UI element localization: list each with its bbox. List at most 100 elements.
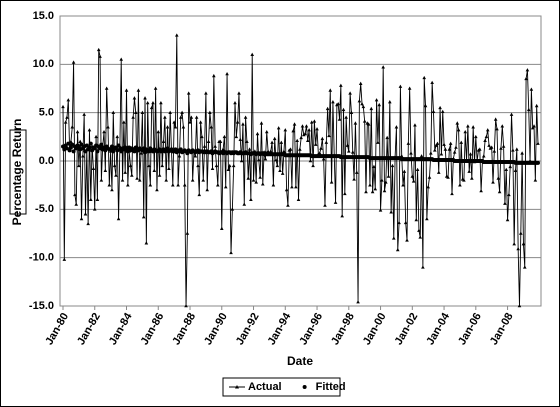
actual-marker bbox=[292, 122, 297, 126]
actual-marker bbox=[71, 60, 76, 64]
actual-marker bbox=[440, 109, 445, 113]
actual-marker bbox=[470, 176, 474, 180]
actual-marker bbox=[468, 152, 473, 156]
actual-marker bbox=[245, 139, 249, 143]
actual-marker bbox=[390, 163, 395, 168]
actual-marker bbox=[311, 163, 315, 168]
actual-marker bbox=[495, 127, 499, 131]
actual-marker bbox=[94, 134, 98, 139]
actual-marker bbox=[325, 106, 330, 111]
actual-marker bbox=[398, 84, 403, 88]
actual-marker bbox=[321, 157, 326, 161]
actual-marker bbox=[368, 183, 372, 187]
actual-marker bbox=[124, 88, 129, 92]
actual-marker bbox=[512, 242, 516, 246]
actual-marker bbox=[431, 109, 436, 113]
actual-marker bbox=[282, 149, 286, 153]
actual-marker bbox=[534, 103, 539, 108]
actual-marker bbox=[119, 57, 124, 61]
actual-marker bbox=[391, 236, 396, 240]
actual-marker bbox=[415, 167, 420, 171]
y-axis-label-box bbox=[9, 129, 27, 215]
actual-marker bbox=[299, 135, 303, 140]
actual-marker bbox=[414, 217, 419, 222]
y-tick-label: 5.0 bbox=[39, 107, 54, 119]
actual-marker bbox=[524, 76, 528, 81]
actual-marker bbox=[454, 145, 458, 149]
actual-marker bbox=[333, 200, 338, 204]
actual-marker bbox=[246, 176, 251, 180]
actual-marker bbox=[115, 134, 120, 139]
actual-marker bbox=[483, 138, 487, 142]
actual-marker bbox=[296, 197, 301, 201]
actual-marker bbox=[251, 178, 256, 182]
actual-marker bbox=[303, 131, 307, 136]
actual-marker bbox=[283, 128, 288, 132]
actual-marker bbox=[419, 154, 424, 158]
actual-marker bbox=[474, 134, 478, 139]
actual-marker bbox=[344, 115, 348, 119]
actual-marker bbox=[346, 149, 351, 153]
actual-marker bbox=[143, 96, 147, 100]
actual-marker bbox=[188, 120, 192, 124]
actual-marker bbox=[331, 100, 335, 104]
actual-marker bbox=[212, 73, 216, 78]
actual-marker bbox=[222, 134, 227, 139]
actual-marker bbox=[102, 130, 106, 134]
actual-marker bbox=[189, 115, 194, 119]
actual-marker bbox=[272, 136, 277, 141]
legend-marker bbox=[235, 385, 239, 389]
actual-marker bbox=[216, 183, 220, 187]
actual-marker bbox=[110, 188, 114, 192]
actual-marker bbox=[250, 52, 255, 56]
actual-marker bbox=[139, 151, 143, 155]
legend-label: Fitted bbox=[316, 381, 346, 393]
actual-marker bbox=[455, 121, 460, 125]
actual-marker bbox=[75, 130, 80, 134]
actual-marker bbox=[432, 148, 437, 152]
actual-marker bbox=[452, 150, 457, 154]
actual-marker bbox=[130, 173, 134, 177]
actual-marker bbox=[328, 88, 333, 92]
actual-marker bbox=[171, 183, 175, 187]
actual-marker bbox=[88, 197, 93, 201]
actual-marker bbox=[337, 117, 342, 121]
actual-marker bbox=[131, 115, 135, 119]
actual-marker bbox=[234, 134, 239, 139]
actual-marker bbox=[270, 140, 274, 144]
actual-marker bbox=[439, 152, 444, 156]
actual-marker bbox=[438, 105, 442, 110]
actual-marker bbox=[65, 115, 69, 119]
actual-marker bbox=[275, 163, 280, 168]
actual-marker bbox=[137, 178, 142, 182]
fitted-marker bbox=[116, 143, 121, 148]
actual-marker bbox=[300, 124, 305, 128]
actual-marker bbox=[425, 217, 429, 221]
actual-marker bbox=[155, 188, 159, 192]
actual-marker bbox=[423, 103, 428, 108]
actual-marker bbox=[373, 187, 378, 191]
actual-marker bbox=[341, 107, 346, 112]
actual-marker bbox=[350, 150, 355, 154]
actual-marker bbox=[255, 131, 260, 136]
actual-marker bbox=[208, 110, 212, 114]
actual-marker bbox=[103, 168, 108, 172]
actual-marker bbox=[201, 178, 206, 182]
actual-marker bbox=[385, 135, 389, 140]
actual-marker bbox=[247, 147, 252, 151]
actual-marker bbox=[372, 164, 376, 169]
actual-marker bbox=[352, 177, 356, 181]
actual-marker bbox=[409, 151, 413, 155]
actual-marker bbox=[362, 119, 367, 123]
actual-marker bbox=[186, 91, 191, 95]
actual-marker bbox=[96, 47, 101, 52]
actual-marker bbox=[394, 125, 399, 129]
actual-marker bbox=[78, 139, 83, 143]
actual-marker bbox=[305, 138, 310, 142]
actual-marker bbox=[258, 175, 262, 179]
actual-marker bbox=[407, 86, 412, 90]
actual-marker bbox=[230, 207, 235, 211]
actual-marker bbox=[214, 163, 219, 168]
